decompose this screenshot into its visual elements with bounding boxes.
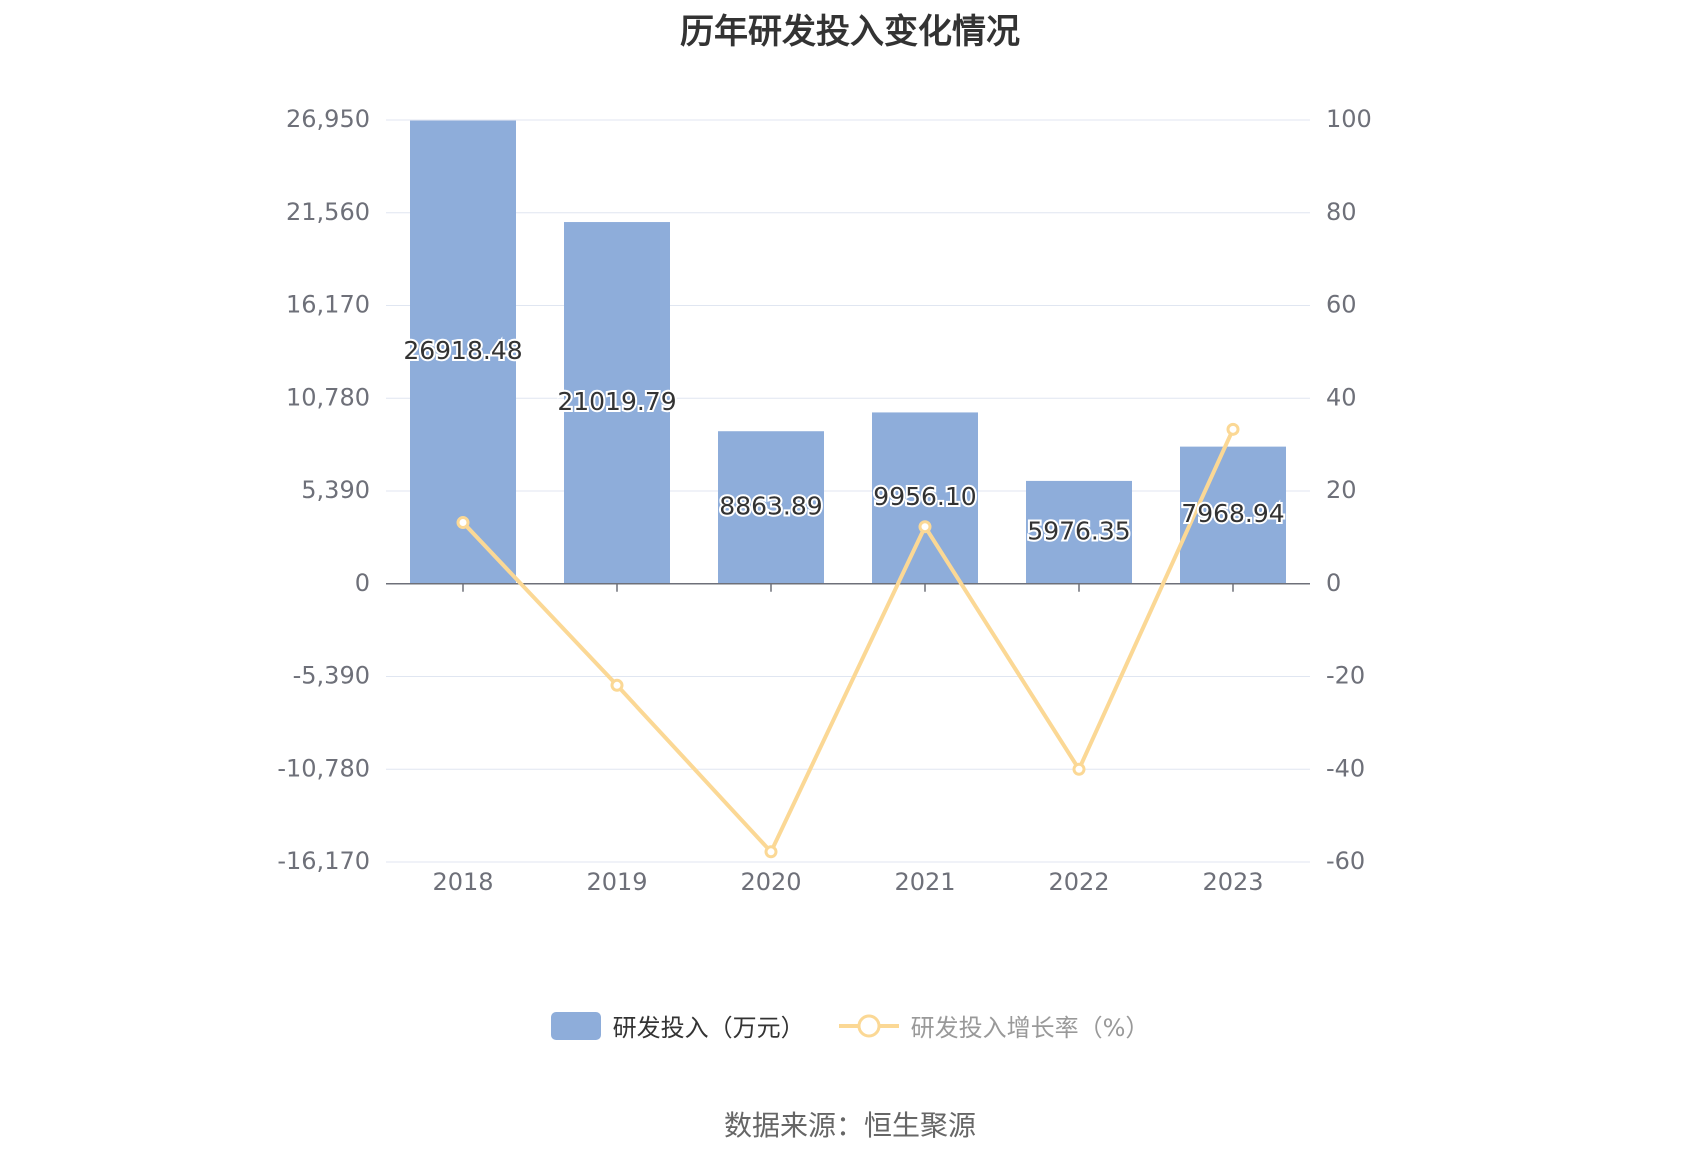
bar-value-label-2020: 8863.89: [719, 491, 822, 520]
right-axis-tick-label: 0: [1326, 569, 1341, 597]
bar-2021: [872, 412, 978, 584]
right-axis-tick-label: 60: [1326, 291, 1357, 319]
legend-bar-swatch: [550, 1011, 601, 1040]
bar-2020: [718, 431, 824, 584]
legend-item-rd-investment[interactable]: 研发投入（万元）: [550, 1008, 805, 1043]
bar-2018: [410, 120, 516, 584]
left-axis-tick-label: 10,780: [286, 383, 370, 411]
bar-2023: [1180, 446, 1286, 584]
bar-2022: [1026, 480, 1132, 584]
chart-title: 历年研发投入变化情况: [680, 12, 1020, 52]
data-source-note: 数据来源：恒生聚源: [723, 1109, 976, 1142]
bar-value-label-2019: 21019.79: [557, 387, 676, 416]
left-axis-tick-label: 21,560: [286, 198, 370, 226]
right-axis-tick-label: -60: [1326, 847, 1365, 875]
bar-value-labels: 26918.48 21019.79 8863.89 9956.10 5976.35 796…: [401, 334, 1286, 547]
right-axis-tick-label: 100: [1326, 105, 1372, 133]
right-axis-tick-label: -40: [1326, 754, 1365, 782]
x-axis-tick-label: 2018: [432, 868, 493, 896]
legend-item-rd-growth-rate[interactable]: 研发投入增长率（%）: [838, 1008, 1150, 1043]
right-axis-tick-label: -20: [1326, 662, 1365, 690]
x-axis-tick-label: 2021: [894, 868, 955, 896]
bar-value-label-2018: 26918.48: [403, 336, 522, 365]
legend-label-rd-growth-rate: 研发投入增长率（%）: [910, 1014, 1150, 1042]
left-axis-tick-label: 5,390: [301, 476, 370, 504]
grid-lines: [386, 119, 1310, 863]
left-axis-ticks: -16,170 -10,780 -5,390 0 5,390 10,780 16,170 21…: [277, 105, 370, 875]
growth-rate-point-2020: [764, 845, 778, 859]
bar-value-label-2023: 7968.94: [1181, 499, 1284, 528]
line-series: [456, 422, 1240, 859]
legend: 研发投入（万元） 研发投入增长率（%）: [0, 1008, 1700, 1043]
left-axis-tick-label: 0: [355, 569, 370, 597]
bar-value-label-2022: 5976.35: [1027, 516, 1130, 545]
bar-value-label-2021: 9956.10: [873, 482, 976, 511]
x-axis: 2018 2019 2020 2021 2022 2023: [386, 583, 1310, 896]
growth-rate-point-2018: [456, 516, 470, 530]
left-axis-tick-label: -16,170: [277, 847, 370, 875]
left-axis-tick-label: -5,390: [293, 662, 370, 690]
left-axis-tick-label: 16,170: [286, 291, 370, 319]
legend-line-swatch: [838, 1014, 899, 1037]
left-axis-tick-label: 26,950: [286, 105, 370, 133]
bar-series: [410, 120, 1286, 584]
x-axis-tick-label: 2022: [1048, 868, 1109, 896]
legend-label-rd-investment: 研发投入（万元）: [612, 1014, 805, 1042]
growth-rate-line: [461, 428, 1235, 854]
growth-rate-point-2021: [918, 520, 932, 534]
x-axis-tick-label: 2023: [1202, 868, 1263, 896]
growth-rate-point-2023: [1226, 422, 1240, 436]
growth-rate-point-2022: [1072, 762, 1086, 776]
right-axis-tick-label: 80: [1326, 198, 1357, 226]
growth-rate-point-2019: [610, 678, 624, 692]
bar-2019: [564, 222, 670, 584]
right-axis-ticks: -60 -40 -20 0 20 40 60 80 100: [1326, 105, 1372, 875]
left-axis-tick-label: -10,780: [277, 754, 370, 782]
right-axis-tick-label: 20: [1326, 476, 1357, 504]
x-axis-tick-label: 2019: [586, 868, 647, 896]
x-axis-tick-label: 2020: [740, 868, 801, 896]
right-axis-tick-label: 40: [1326, 383, 1357, 411]
